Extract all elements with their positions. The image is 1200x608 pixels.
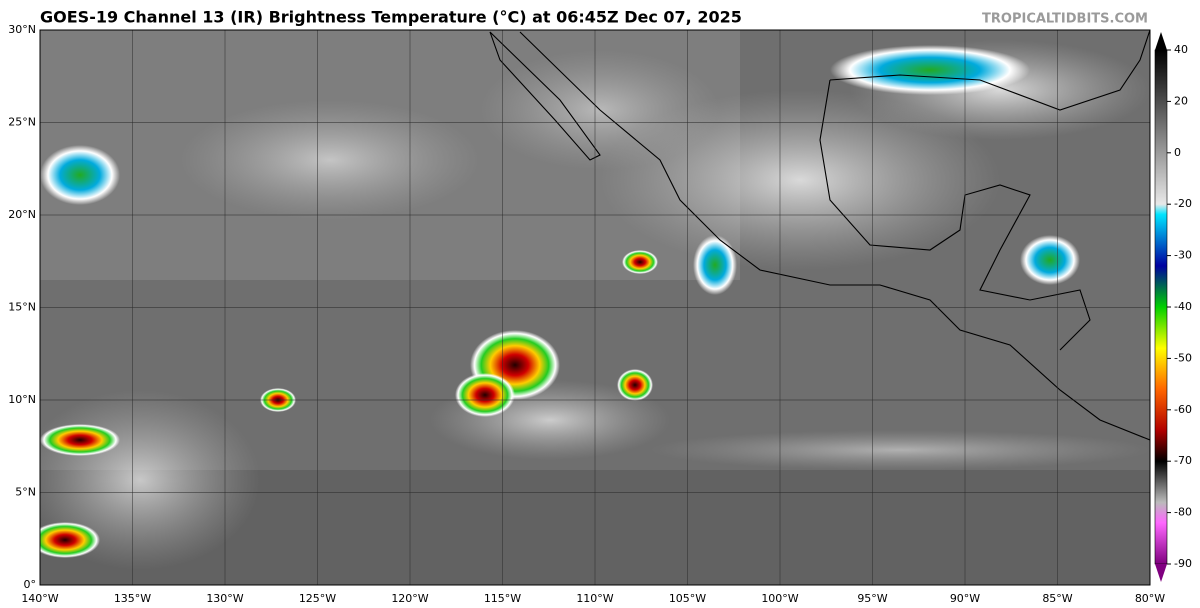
latitude-label: 20°N [8,208,36,221]
colorbar-label: -20 [1174,197,1192,210]
longitude-label: 85°W [1042,592,1072,605]
colorbar [1154,49,1168,565]
longitude-label: 120°W [391,592,428,605]
colorbar-label: -70 [1174,454,1192,467]
source: TROPICALTIDBITS.COM [982,12,1148,27]
longitude-label: 125°W [299,592,336,605]
colorbar-min-arrow [1155,564,1167,582]
longitude-label: 140°W [21,592,58,605]
colorbar-max-arrow [1155,32,1167,50]
colorbar-label: 20 [1174,94,1188,107]
longitude-label: 115°W [484,592,521,605]
latitude-label: 30°N [8,23,36,36]
colorbar-label: -60 [1174,403,1192,416]
latitude-label: 5°N [15,486,36,499]
title: GOES-19 Channel 13 (IR) Brightness Tempe… [40,8,742,27]
latitude-label: 25°N [8,116,36,129]
latitude-label: 10°N [8,393,36,406]
colorbar-label: -40 [1174,300,1192,313]
latitude-label: 15°N [8,301,36,314]
longitude-label: 95°W [857,592,887,605]
longitude-label: 135°W [114,592,151,605]
longitude-label: 90°W [950,592,980,605]
colorbar-label: -50 [1174,351,1192,364]
colorbar-label: 40 [1174,43,1188,56]
longitude-label: 110°W [576,592,613,605]
longitude-label: 80°W [1135,592,1165,605]
map-frame [39,29,1151,586]
colorbar-label: -90 [1174,557,1192,570]
colorbar-label: -80 [1174,506,1192,519]
longitude-label: 130°W [206,592,243,605]
latitude-label: 0° [24,578,37,591]
colorbar-label: 0 [1174,146,1181,159]
colorbar-label: -30 [1174,249,1192,262]
longitude-label: 100°W [761,592,798,605]
longitude-label: 105°W [669,592,706,605]
